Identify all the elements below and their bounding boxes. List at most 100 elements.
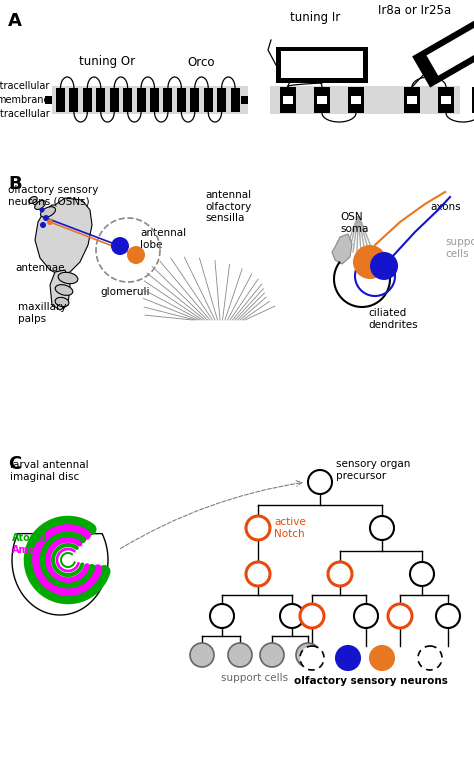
Text: ciliated
dendrites: ciliated dendrites: [368, 308, 418, 330]
Bar: [280, 87, 296, 113]
Bar: [351, 96, 361, 104]
Text: support
cells: support cells: [445, 237, 474, 259]
Circle shape: [228, 643, 252, 667]
Circle shape: [127, 246, 145, 264]
Text: A: A: [8, 12, 22, 30]
Bar: [204, 88, 213, 112]
Bar: [348, 87, 364, 113]
Text: support cells: support cells: [221, 673, 289, 683]
Circle shape: [246, 516, 270, 540]
Text: axons: axons: [430, 202, 461, 212]
Text: antennae: antennae: [15, 263, 64, 273]
Bar: [164, 88, 173, 112]
Polygon shape: [412, 11, 474, 88]
Ellipse shape: [40, 207, 55, 217]
Text: extracellular: extracellular: [0, 81, 50, 91]
Text: Atonal: Atonal: [12, 533, 48, 543]
Text: olfactory sensory
neurons (OSNs): olfactory sensory neurons (OSNs): [8, 185, 99, 207]
Circle shape: [246, 562, 270, 586]
Circle shape: [47, 219, 53, 225]
Ellipse shape: [58, 272, 78, 283]
Circle shape: [308, 470, 332, 494]
Circle shape: [388, 604, 412, 628]
Circle shape: [418, 646, 442, 670]
Circle shape: [300, 604, 324, 628]
Text: antennal
lobe: antennal lobe: [140, 228, 186, 250]
Ellipse shape: [29, 197, 37, 203]
Bar: [123, 88, 132, 112]
Text: Orco: Orco: [188, 56, 215, 69]
Bar: [314, 87, 330, 113]
Circle shape: [436, 604, 460, 628]
Bar: [404, 87, 420, 113]
Text: antennal
olfactory
sensilla: antennal olfactory sensilla: [205, 190, 251, 223]
Circle shape: [43, 215, 49, 221]
Circle shape: [336, 646, 360, 670]
Text: PCD: PCD: [304, 654, 320, 662]
Bar: [283, 96, 293, 104]
Text: intracellular: intracellular: [0, 109, 50, 119]
Bar: [276, 47, 368, 83]
Bar: [177, 88, 186, 112]
Text: membrane: membrane: [0, 95, 50, 105]
Text: maxillary
palps: maxillary palps: [18, 302, 66, 324]
Circle shape: [354, 604, 378, 628]
Polygon shape: [12, 533, 108, 615]
Circle shape: [296, 643, 320, 667]
Circle shape: [300, 646, 324, 670]
Bar: [230, 88, 239, 112]
Bar: [56, 88, 65, 112]
Ellipse shape: [55, 297, 69, 306]
Circle shape: [40, 222, 46, 228]
Text: Or: Or: [376, 654, 388, 662]
Text: active
Notch: active Notch: [274, 517, 306, 539]
Text: tuning Ir: tuning Ir: [290, 11, 340, 24]
Text: sensory organ
precursor: sensory organ precursor: [336, 459, 410, 481]
Text: Ir8a or Ir25a: Ir8a or Ir25a: [378, 4, 452, 17]
Circle shape: [280, 604, 304, 628]
Polygon shape: [427, 22, 474, 75]
Text: OSN
soma: OSN soma: [340, 212, 368, 234]
Bar: [281, 51, 363, 78]
Bar: [438, 87, 454, 113]
Bar: [52, 86, 248, 114]
Bar: [407, 96, 417, 104]
Circle shape: [370, 516, 394, 540]
Text: C: C: [8, 455, 21, 473]
Text: larval antennal
imaginal disc: larval antennal imaginal disc: [10, 460, 89, 482]
Ellipse shape: [35, 200, 46, 210]
Circle shape: [210, 604, 234, 628]
Bar: [45, 96, 52, 104]
Text: B: B: [8, 175, 22, 193]
Polygon shape: [332, 234, 352, 264]
Circle shape: [410, 562, 434, 586]
Bar: [241, 96, 247, 104]
Circle shape: [353, 245, 387, 279]
Bar: [270, 86, 460, 114]
Bar: [83, 88, 92, 112]
Text: Or: Or: [342, 654, 354, 662]
Circle shape: [39, 207, 45, 213]
Ellipse shape: [55, 285, 73, 296]
Text: tuning Or: tuning Or: [80, 56, 136, 69]
Circle shape: [328, 562, 352, 586]
Text: Amos: Amos: [12, 545, 42, 555]
Bar: [441, 96, 451, 104]
Bar: [96, 88, 105, 112]
Bar: [317, 96, 327, 104]
Circle shape: [190, 643, 214, 667]
Bar: [190, 88, 199, 112]
Polygon shape: [35, 198, 92, 275]
Bar: [109, 88, 118, 112]
Bar: [69, 88, 78, 112]
Circle shape: [370, 252, 398, 280]
Text: olfactory sensory neurons: olfactory sensory neurons: [294, 676, 448, 686]
Circle shape: [111, 237, 129, 255]
Circle shape: [370, 646, 394, 670]
Text: glomeruli: glomeruli: [100, 287, 149, 297]
Bar: [137, 88, 146, 112]
Bar: [217, 88, 226, 112]
Bar: [150, 88, 159, 112]
Text: PCD: PCD: [422, 654, 438, 662]
Bar: [472, 87, 474, 113]
